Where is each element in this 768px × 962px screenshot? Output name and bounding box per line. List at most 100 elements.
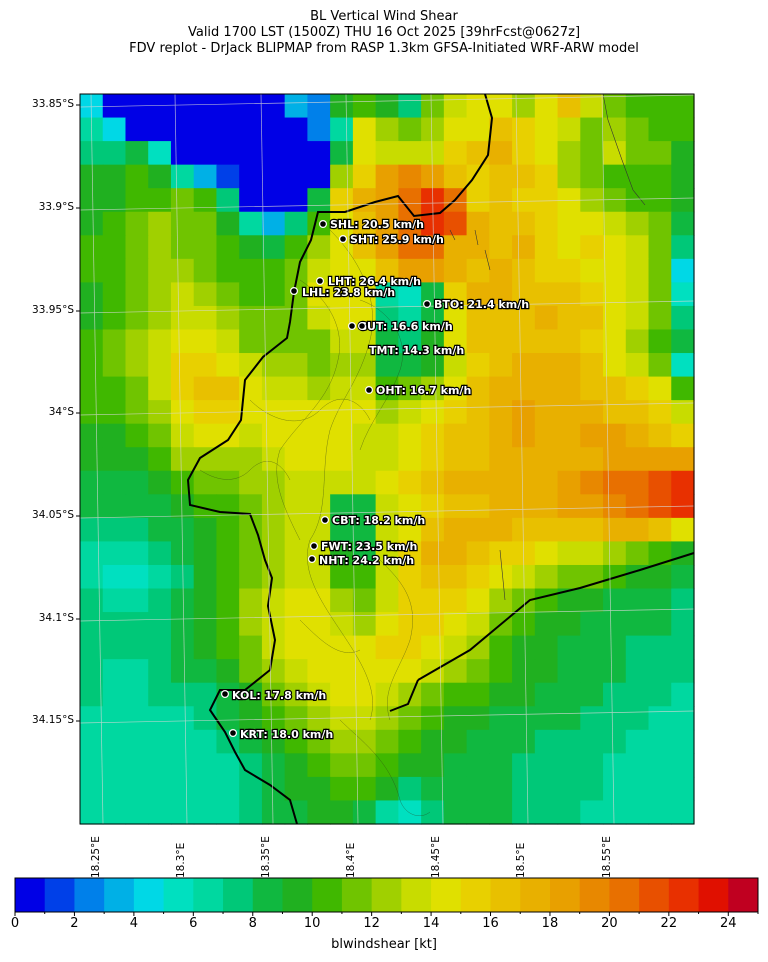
- lat-label: 33.85°S: [32, 98, 74, 110]
- grid-cell: [352, 635, 377, 660]
- station-krt-label: KRT: 18.0 km/h: [240, 728, 333, 741]
- station-cbt-label: CBT: 18.2 km/h: [332, 514, 425, 527]
- grid-cell: [534, 376, 559, 401]
- grid-cell: [489, 588, 513, 613]
- grid-cell: [148, 400, 172, 425]
- grid-cell: [557, 235, 581, 260]
- grid-cell: [261, 211, 286, 236]
- lon-label: 18.4°E: [345, 842, 357, 878]
- grid-cell: [330, 329, 354, 354]
- grid-cell: [193, 800, 218, 825]
- grid-cell: [375, 235, 399, 260]
- grid-cell: [512, 753, 536, 778]
- grid-cell: [625, 423, 650, 448]
- station-sht-marker: [339, 235, 348, 244]
- grid-cell: [125, 447, 149, 472]
- grid-cell: [352, 376, 377, 401]
- grid-cell: [352, 588, 377, 613]
- grid-cell: [330, 588, 354, 613]
- grid-cell: [216, 282, 240, 307]
- grid-cell: [80, 800, 104, 825]
- grid-cell: [557, 729, 581, 754]
- grid-cell: [512, 729, 536, 754]
- grid-cell: [125, 211, 149, 236]
- grid-cell: [489, 353, 513, 378]
- grid-cell: [375, 353, 399, 378]
- grid-cell: [375, 588, 399, 613]
- grid-cell: [421, 329, 445, 354]
- grid-cell: [102, 117, 127, 142]
- meridian-line: [174, 93, 188, 825]
- grid-cell: [512, 188, 536, 213]
- grid-cell: [625, 305, 650, 331]
- grid-cell: [375, 753, 399, 778]
- grid-cell: [239, 470, 263, 495]
- grid-cell: [307, 776, 331, 802]
- lon-label: 18.55°E: [601, 836, 613, 878]
- grid-cell: [193, 682, 218, 707]
- grid-cell: [398, 141, 422, 166]
- grid-cell: [261, 612, 286, 637]
- grid-cell: [671, 682, 695, 707]
- grid-cell: [398, 729, 422, 754]
- grid-cell: [398, 800, 422, 825]
- grid-cell: [512, 305, 536, 331]
- grid-cell: [102, 188, 127, 213]
- grid-cell: [216, 376, 240, 401]
- colorbar-tick-label: 16: [482, 916, 499, 931]
- grid-cell: [648, 564, 672, 590]
- grid-cell: [330, 776, 354, 802]
- grid-cell: [193, 329, 218, 354]
- grid-cell: [557, 753, 581, 778]
- grid-cell: [102, 706, 127, 731]
- grid-cell: [603, 329, 627, 354]
- grid-cell: [261, 541, 286, 566]
- grid-cell: [489, 117, 513, 142]
- grid-cell: [148, 612, 172, 637]
- grid-cell: [375, 517, 399, 543]
- grid-cell: [239, 188, 263, 213]
- grid-cell: [170, 659, 195, 684]
- grid-cell: [648, 776, 672, 802]
- colorbar-swatch: [609, 878, 640, 912]
- grid-cell: [648, 423, 672, 448]
- grid-cell: [443, 729, 468, 754]
- grid-cell: [216, 164, 240, 189]
- grid-cell: [557, 353, 581, 378]
- map-frame: [79, 93, 695, 825]
- grid-cell: [125, 164, 149, 189]
- terrain-contours: [199, 229, 431, 816]
- grid-cell: [648, 188, 672, 213]
- grid-cell: [239, 211, 263, 236]
- grid-cell: [466, 141, 490, 166]
- grid-cell: [603, 494, 627, 519]
- grid-cell: [170, 400, 195, 425]
- colorbar-tick-label: 6: [189, 916, 198, 931]
- grid-cell: [216, 635, 240, 660]
- grid-cell: [534, 141, 559, 166]
- grid-cell: [580, 753, 604, 778]
- grid-cell: [80, 635, 104, 660]
- grid-cell: [489, 376, 513, 401]
- grid-cell: [557, 588, 581, 613]
- grid-cell: [580, 517, 604, 543]
- grid-cell: [80, 588, 104, 613]
- grid-cell: [330, 211, 354, 236]
- meridian-line: [430, 93, 444, 825]
- grid-cell: [80, 659, 104, 684]
- grid-cell: [512, 635, 536, 660]
- station-tmt-label: TMT: 14.3 km/h: [369, 344, 464, 357]
- grid-cell: [421, 729, 445, 754]
- grid-cell: [580, 94, 604, 119]
- grid-cell: [671, 141, 695, 166]
- grid-cell: [352, 800, 377, 825]
- grid-cell: [580, 447, 604, 472]
- grid-cell: [307, 164, 331, 189]
- grid-cell: [580, 305, 604, 331]
- grid-cell: [330, 141, 354, 166]
- grid-cell: [216, 329, 240, 354]
- grid-cell: [603, 776, 627, 802]
- grid-cell: [421, 612, 445, 637]
- grid-cell: [239, 282, 263, 307]
- grid-cell: [398, 635, 422, 660]
